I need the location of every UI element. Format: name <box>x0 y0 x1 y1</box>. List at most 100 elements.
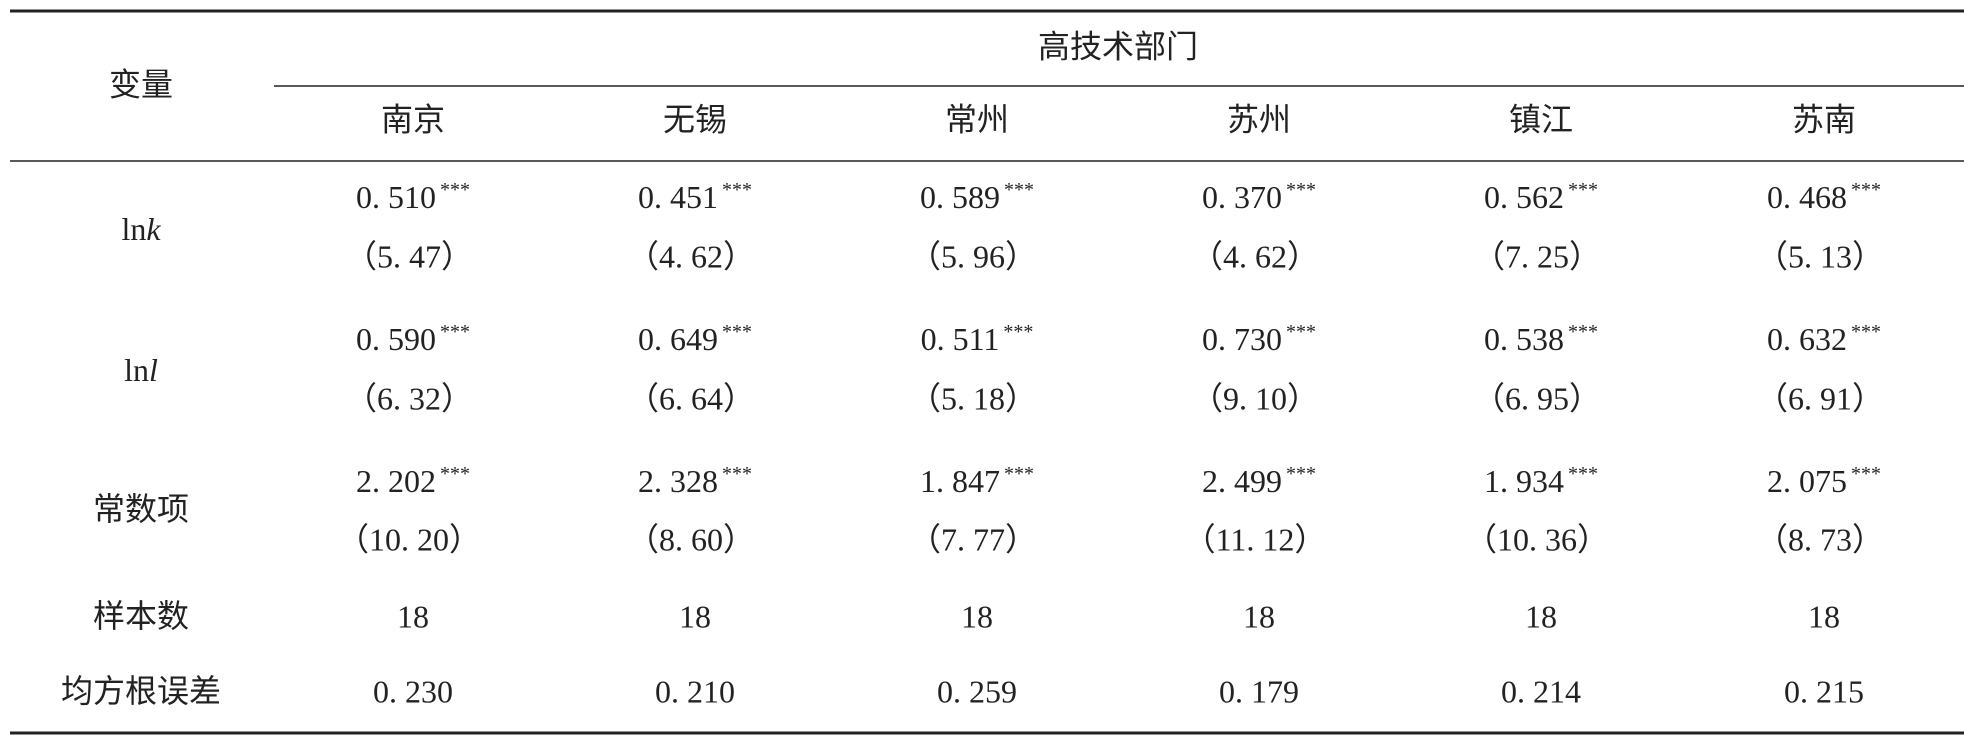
t-stat: （5. 13） <box>1756 238 1884 274</box>
coef-cell: 2. 075 *** <box>1767 463 1881 500</box>
row-label: 常数项 <box>93 491 189 527</box>
row-label: lnl <box>124 352 158 388</box>
coef-cell: 2. 328 *** <box>638 463 752 500</box>
stars: *** <box>1286 463 1316 485</box>
coef: 2. 328 <box>638 463 718 499</box>
t-stat: （6. 95） <box>1473 380 1601 416</box>
coef-cell: 0. 590 *** <box>356 321 470 358</box>
coef-cell: 0. 730 *** <box>1202 321 1316 358</box>
t-stat: （8. 60） <box>627 521 755 557</box>
column-header: 镇江 <box>1509 101 1573 137</box>
coef-cell: 2. 202 *** <box>356 463 470 500</box>
cell: 0. 230 <box>373 673 453 709</box>
t-stat: （8. 73） <box>1756 521 1884 557</box>
stars: *** <box>1004 179 1034 201</box>
coef-cell: 0. 562 *** <box>1484 179 1598 216</box>
coef: 1. 934 <box>1484 463 1564 499</box>
t-stat: （4. 62） <box>1191 238 1319 274</box>
stars: *** <box>1286 179 1316 201</box>
coef-cell: 1. 934 *** <box>1484 463 1598 500</box>
column-header: 南京 <box>381 101 445 137</box>
cell: 0. 179 <box>1219 673 1299 709</box>
coef: 2. 499 <box>1202 463 1282 499</box>
stars: *** <box>1286 321 1316 343</box>
t-stat: （5. 96） <box>909 238 1037 274</box>
cell: 18 <box>1808 598 1840 634</box>
stars: *** <box>440 463 470 485</box>
coef: 0. 370 <box>1202 179 1282 215</box>
t-stat: （6. 32） <box>345 380 473 416</box>
coef: 2. 075 <box>1767 463 1847 499</box>
t-stat: （4. 62） <box>627 238 755 274</box>
t-stat: （5. 47） <box>345 238 473 274</box>
coef: 0. 510 <box>356 179 436 215</box>
coef-cell: 0. 589 *** <box>920 179 1034 216</box>
coef: 0. 451 <box>638 179 718 215</box>
column-header: 无锡 <box>663 101 727 137</box>
coef-cell: 0. 370 *** <box>1202 179 1316 216</box>
t-stat: （7. 25） <box>1473 238 1601 274</box>
coef: 0. 632 <box>1767 321 1847 357</box>
stars: *** <box>722 179 752 201</box>
column-header: 常州 <box>945 101 1009 137</box>
cell: 18 <box>1243 598 1275 634</box>
t-stat: （6. 91） <box>1756 380 1884 416</box>
coef: 0. 730 <box>1202 321 1282 357</box>
row-label-header: 变量 <box>109 66 173 102</box>
column-header: 苏南 <box>1792 101 1856 137</box>
stars: *** <box>1568 463 1598 485</box>
row-label-text: 常数项 <box>93 491 189 527</box>
row-label-text: ln <box>124 352 149 388</box>
coef: 1. 847 <box>920 463 1000 499</box>
stars: *** <box>1004 463 1034 485</box>
coef: 0. 589 <box>920 179 1000 215</box>
cell: 18 <box>397 598 429 634</box>
stars: *** <box>1851 321 1881 343</box>
t-stat: （5. 18） <box>909 380 1037 416</box>
cell: 0. 259 <box>937 673 1017 709</box>
coef: 0. 511 <box>921 321 1000 357</box>
coef: 0. 468 <box>1767 179 1847 215</box>
row-label-text: ln <box>121 211 146 247</box>
row-label: 均方根误差 <box>61 673 221 709</box>
cell: 18 <box>1525 598 1557 634</box>
coef-cell: 0. 632 *** <box>1767 321 1881 358</box>
stars: *** <box>1851 179 1881 201</box>
stars: *** <box>1851 463 1881 485</box>
coef: 0. 649 <box>638 321 718 357</box>
stars: *** <box>1003 321 1033 343</box>
stars: *** <box>722 463 752 485</box>
coef: 0. 590 <box>356 321 436 357</box>
coef-cell: 0. 538 *** <box>1484 321 1598 358</box>
t-stat: （10. 36） <box>1465 521 1609 557</box>
coef-cell: 1. 847 *** <box>920 463 1034 500</box>
stars: *** <box>722 321 752 343</box>
row-label-var: k <box>146 211 161 247</box>
t-stat: （10. 20） <box>337 521 481 557</box>
row-label-var: l <box>149 352 158 388</box>
coef-cell: 0. 451 *** <box>638 179 752 216</box>
t-stat: （7. 77） <box>909 521 1037 557</box>
row-label-text: 均方根误差 <box>61 673 221 709</box>
stars: *** <box>440 179 470 201</box>
coef: 0. 562 <box>1484 179 1564 215</box>
cell: 18 <box>961 598 993 634</box>
coef-cell: 0. 510 *** <box>356 179 470 216</box>
t-stat: （6. 64） <box>627 380 755 416</box>
coef: 0. 538 <box>1484 321 1564 357</box>
cell: 18 <box>679 598 711 634</box>
coef-cell: 0. 511 *** <box>921 321 1034 358</box>
stars: *** <box>1568 321 1598 343</box>
row-label: lnk <box>121 211 161 247</box>
coef-cell: 2. 499 *** <box>1202 463 1316 500</box>
coef-cell: 0. 649 *** <box>638 321 752 358</box>
stars: *** <box>1568 179 1598 201</box>
coef: 2. 202 <box>356 463 436 499</box>
stars: *** <box>440 321 470 343</box>
cell: 0. 210 <box>655 673 735 709</box>
cell: 0. 215 <box>1784 673 1864 709</box>
group-header: 高技术部门 <box>1038 28 1198 64</box>
t-stat: （11. 12） <box>1184 521 1327 557</box>
row-label-text: 样本数 <box>93 598 189 634</box>
